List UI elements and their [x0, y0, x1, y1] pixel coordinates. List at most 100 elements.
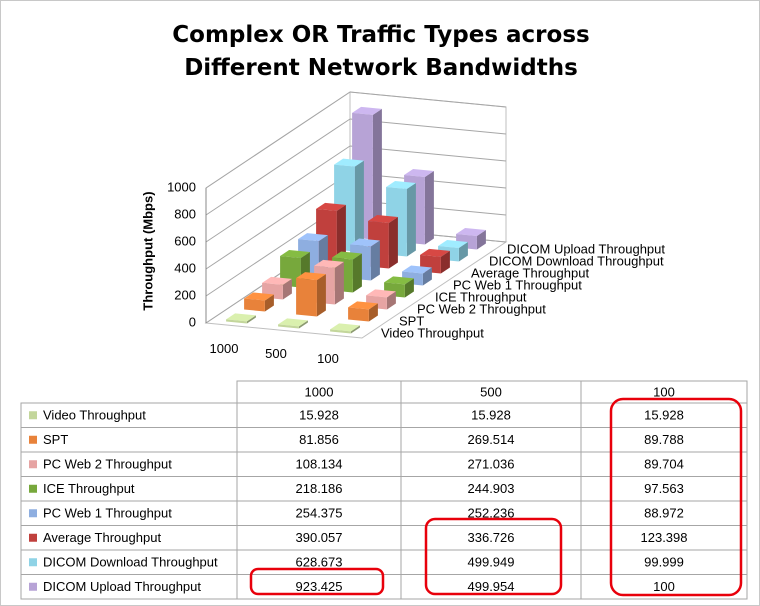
bar — [420, 248, 450, 274]
bar-front — [226, 319, 247, 324]
table-value: 923.425 — [296, 579, 343, 594]
legend-swatch — [29, 411, 37, 420]
y-tick-label: 0 — [189, 314, 196, 329]
bar-top — [280, 250, 310, 259]
bar-top — [314, 259, 344, 268]
bar-top — [330, 323, 360, 332]
bar-front — [244, 298, 265, 312]
table-cell — [236, 451, 402, 477]
bar-side — [388, 217, 398, 269]
legend-label: ICE Throughput — [43, 481, 135, 496]
highlight — [609, 397, 743, 597]
bar-side — [370, 240, 380, 281]
table-cell — [580, 549, 748, 575]
legend-label: Video Throughput — [43, 408, 146, 423]
legend-swatch — [29, 509, 37, 518]
bar-top — [456, 228, 486, 236]
table-cell — [580, 402, 748, 428]
series-label: Average Throughput — [471, 265, 589, 280]
x-tick-label: 500 — [265, 346, 287, 361]
legend-swatch — [29, 435, 37, 444]
bar-side — [440, 250, 450, 274]
table-value: 390.057 — [296, 530, 343, 545]
table-value: 97.563 — [644, 481, 684, 496]
table-value: 244.903 — [468, 481, 515, 496]
bar — [366, 289, 396, 310]
table-value: 269.514 — [468, 432, 515, 447]
highlight — [249, 567, 385, 596]
bar-side — [368, 303, 378, 322]
bar-side — [336, 204, 346, 264]
bar-side — [458, 242, 468, 262]
table-row-header — [20, 500, 238, 526]
y-tick-label: 1000 — [167, 179, 196, 194]
legend-swatch — [29, 460, 37, 469]
table-cell — [580, 525, 748, 551]
bar-front — [278, 324, 299, 329]
y-tick-label: 800 — [174, 206, 196, 221]
bar-front — [296, 278, 317, 317]
x-tick-label: 1000 — [210, 341, 239, 356]
bar-top — [262, 276, 292, 285]
bar-side — [246, 315, 256, 324]
table-header: 500 — [480, 384, 502, 399]
y-axis-label: Throughput (Mbps) — [140, 191, 155, 310]
table-header: 1000 — [305, 384, 334, 399]
bar-side — [350, 325, 360, 334]
data-table: 1000 500 100 Video Throughput 15.928 15.928 15… — [20, 380, 748, 600]
bar — [278, 318, 308, 329]
table-value: 254.375 — [296, 506, 343, 521]
bar-top — [350, 238, 380, 247]
bar-top — [296, 272, 326, 281]
bar-top — [244, 292, 274, 301]
series-label: PC Web 2 Throughput — [417, 301, 546, 316]
legend-swatch — [29, 582, 37, 591]
table-value: 100 — [653, 579, 675, 594]
bar-side — [352, 253, 362, 293]
table-cell — [400, 525, 582, 551]
bar-side — [404, 278, 414, 298]
table-cell — [236, 525, 402, 551]
table-cell — [236, 500, 402, 526]
bar-top — [386, 181, 416, 190]
bar-top — [298, 233, 328, 242]
table-cell — [400, 549, 582, 575]
y-tick-label: 200 — [174, 287, 196, 302]
bar-top — [316, 202, 346, 211]
bar — [226, 313, 256, 324]
bar-top — [348, 301, 378, 310]
table-value: 15.928 — [471, 408, 511, 423]
bar-top — [332, 251, 362, 260]
bar-side — [422, 267, 432, 286]
bar-top — [368, 215, 398, 224]
grid-line — [205, 118, 351, 216]
bar — [296, 272, 326, 317]
table-value: 628.673 — [296, 555, 343, 570]
highlights — [249, 397, 743, 597]
bar-side — [334, 261, 344, 305]
table-cell — [236, 427, 402, 453]
table-value: 99.999 — [644, 555, 684, 570]
table-value: 336.726 — [468, 530, 515, 545]
bar-top — [278, 318, 308, 327]
table-header: 100 — [653, 384, 675, 399]
table-cell — [400, 402, 582, 428]
bar-top — [352, 106, 382, 115]
table-cell — [400, 500, 582, 526]
bar — [384, 276, 414, 298]
bar-side — [298, 320, 308, 329]
series-label: DICOM Download Throughput — [489, 253, 664, 268]
bar — [456, 228, 486, 250]
table-value: 499.954 — [468, 579, 515, 594]
bar-top — [420, 248, 450, 257]
bar-top — [226, 313, 256, 322]
bar-side — [264, 294, 274, 312]
table-value: 499.949 — [468, 555, 515, 570]
series-label: SPT — [399, 313, 424, 328]
legend-swatch — [29, 533, 37, 542]
bar-side — [316, 274, 326, 317]
bar — [244, 292, 274, 312]
y-tick-label: 400 — [174, 260, 196, 275]
